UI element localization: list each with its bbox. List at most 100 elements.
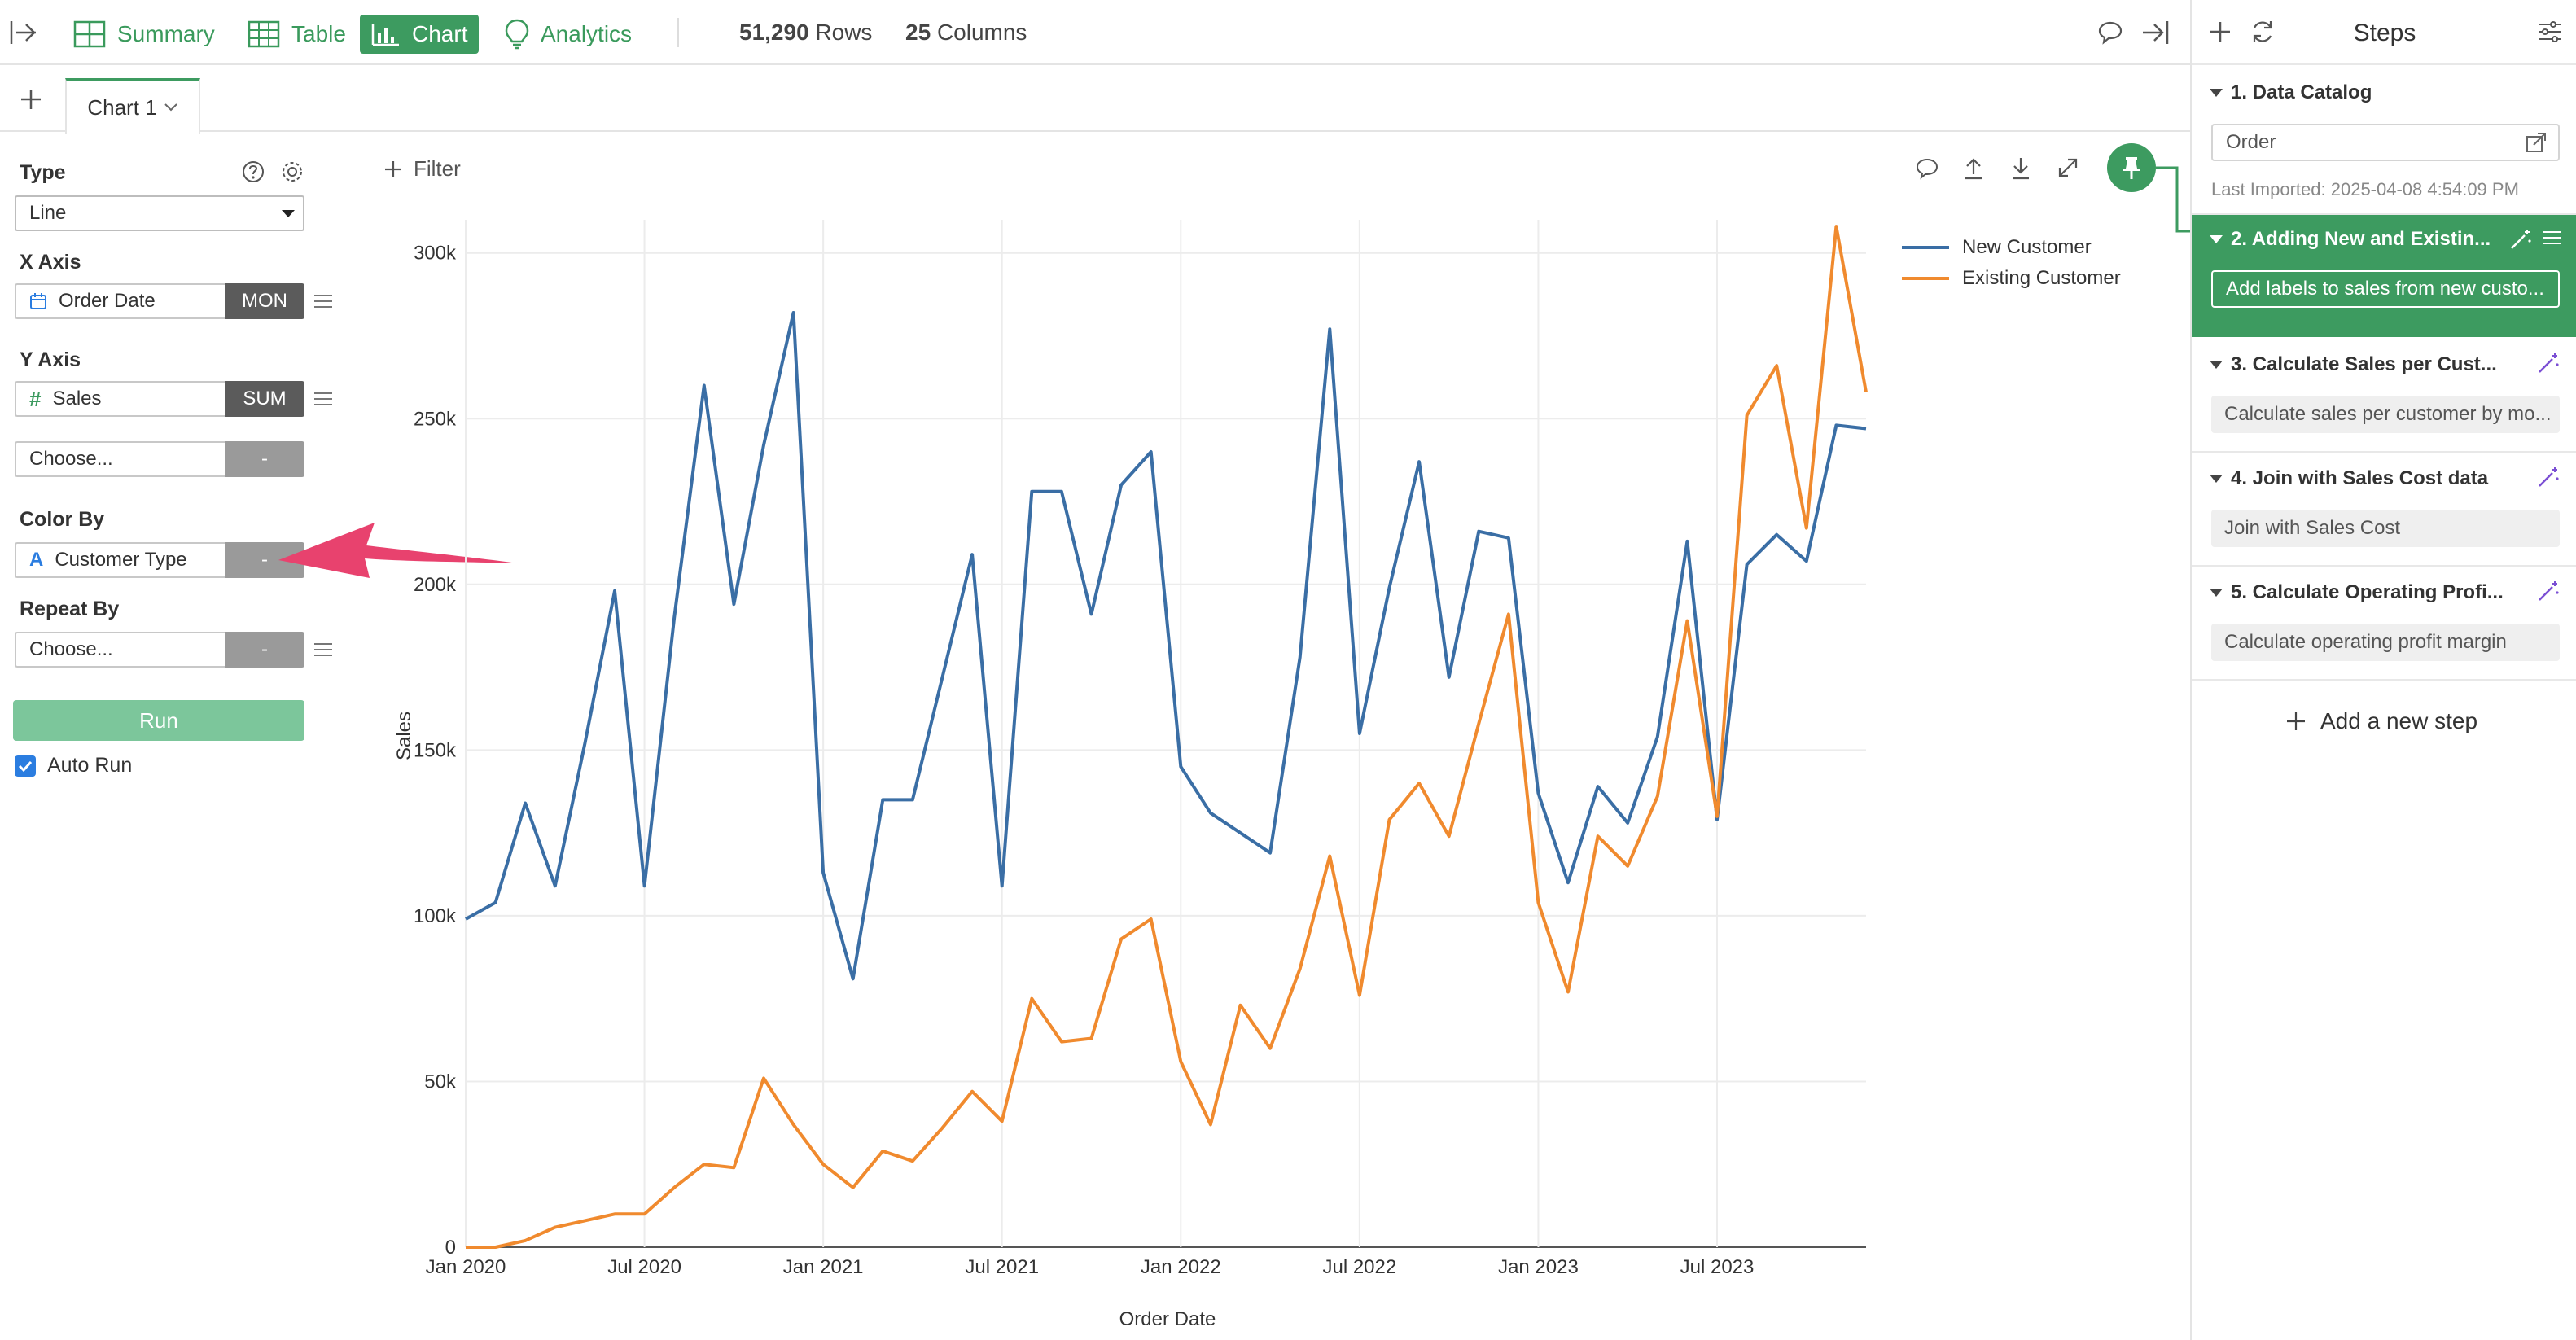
chart-grid	[465, 220, 1866, 1248]
collapse-steps-icon[interactable]	[2140, 18, 2171, 47]
step-title: 4. Join with Sales Cost data	[2231, 467, 2489, 489]
step-3-box[interactable]: Calculate sales per customer by mo...	[2211, 396, 2560, 433]
menu-icon[interactable]	[2543, 230, 2561, 246]
yaxis-menu-icon[interactable]	[314, 391, 332, 407]
chart-tab-1[interactable]: Chart 1	[65, 78, 200, 134]
repeatby-aggregation[interactable]: -	[225, 632, 304, 668]
legend-item-new-customer[interactable]: New Customer	[1902, 236, 2092, 259]
pin-button[interactable]	[2107, 143, 2156, 192]
gear-icon[interactable]	[280, 160, 304, 184]
yaxis-field-name: Sales	[52, 388, 102, 409]
x-tick-label: Jan 2022	[1141, 1256, 1221, 1278]
tab-table[interactable]: Table	[236, 15, 357, 54]
legend-swatch	[1902, 246, 1949, 249]
step-5-header[interactable]: 5. Calculate Operating Profi...	[2210, 581, 2504, 604]
colorby-aggregation[interactable]: -	[225, 542, 304, 578]
steps-title: Steps	[2353, 20, 2416, 46]
chart-comment-icon[interactable]	[1915, 156, 1939, 181]
step-title: 1. Data Catalog	[2231, 81, 2372, 103]
toolbar-divider	[677, 18, 679, 47]
xaxis-aggregation[interactable]: MON	[225, 283, 304, 319]
sliders-icon[interactable]	[2537, 20, 2563, 44]
tab-analytics-label: Analytics	[541, 21, 633, 46]
x-tick-label: Jan 2023	[1498, 1256, 1579, 1278]
summary-icon	[73, 20, 106, 48]
repeatby-menu-icon[interactable]	[314, 642, 332, 658]
autorun-checkbox[interactable]: Auto Run	[15, 754, 132, 777]
divider	[2192, 451, 2576, 453]
magic-wand-icon[interactable]	[2537, 466, 2560, 488]
caret-down-icon	[2210, 589, 2223, 597]
tab-chart[interactable]: Chart	[360, 15, 480, 54]
step-3-header[interactable]: 3. Calculate Sales per Cust...	[2210, 353, 2497, 376]
xaxis-field-name: Order Date	[59, 290, 156, 312]
text-type-icon: A	[29, 549, 44, 571]
pin-connector	[2156, 166, 2192, 233]
expand-panel-icon[interactable]	[8, 18, 39, 47]
step-4-box[interactable]: Join with Sales Cost	[2211, 510, 2560, 547]
add-chart-icon[interactable]	[20, 88, 42, 111]
yaxis2-field[interactable]: Choose...	[15, 441, 226, 477]
step-2-box[interactable]: Add labels to sales from new custo...	[2211, 270, 2560, 308]
run-button[interactable]: Run	[13, 700, 304, 741]
colorby-field[interactable]: A Customer Type	[15, 542, 226, 578]
chart-ticks: 0 50k 100k 150k 200k 250k 300k Jan 2020 Jul 2020…	[414, 243, 1754, 1278]
x-tick-label: Jul 2023	[1680, 1256, 1755, 1278]
yaxis2-aggregation[interactable]: -	[225, 441, 304, 477]
divider	[2192, 213, 2576, 215]
expand-icon[interactable]	[2057, 156, 2079, 179]
step-4-header[interactable]: 4. Join with Sales Cost data	[2210, 467, 2488, 490]
tab-analytics[interactable]: Analytics	[493, 15, 643, 54]
chart-series	[465, 225, 1868, 1249]
step-1-box[interactable]: Order	[2211, 124, 2560, 161]
step-2-card[interactable]: 2. Adding New and Existin... Add labels …	[2192, 215, 2576, 337]
calendar-icon	[29, 292, 47, 310]
comment-icon[interactable]	[2097, 20, 2123, 46]
tab-summary[interactable]: Summary	[62, 15, 226, 54]
type-label: Type	[20, 161, 66, 184]
add-step-icon[interactable]	[2208, 20, 2232, 44]
chevron-down-icon	[164, 103, 178, 112]
tab-summary-label: Summary	[117, 21, 215, 46]
x-tick-label: Jan 2021	[783, 1256, 864, 1278]
legend-item-existing-customer[interactable]: Existing Customer	[1902, 267, 2121, 290]
chart-type-select[interactable]: Line	[15, 195, 304, 231]
step-5-box[interactable]: Calculate operating profit margin	[2211, 624, 2560, 661]
step-1-header[interactable]: 1. Data Catalog	[2210, 81, 2372, 104]
refresh-icon[interactable]	[2249, 18, 2276, 46]
magic-wand-icon[interactable]	[2537, 352, 2560, 374]
line-chart: 0 50k 100k 150k 200k 250k 300k Jan 2020 Jul 2020…	[393, 220, 1868, 1330]
external-link-icon[interactable]	[2526, 132, 2547, 153]
upload-icon[interactable]	[1962, 156, 1985, 181]
series-line-existing-customer[interactable]	[466, 225, 1868, 1249]
xaxis-menu-icon[interactable]	[314, 293, 332, 309]
y-tick-label: 250k	[414, 408, 457, 430]
columns-count: 25 Columns	[905, 20, 1027, 45]
download-icon[interactable]	[2009, 156, 2032, 181]
magic-wand-icon[interactable]	[2509, 228, 2532, 251]
xaxis-field[interactable]: Order Date	[15, 283, 226, 319]
pin-icon	[2121, 155, 2142, 180]
yaxis-field[interactable]: # Sales	[15, 381, 226, 417]
help-icon[interactable]	[241, 160, 265, 184]
step-description: Order	[2226, 131, 2276, 153]
chart-type-value: Line	[29, 202, 67, 224]
filter-label: Filter	[414, 156, 461, 181]
chart-config-panel: Type	[0, 134, 358, 1340]
caret-down-icon	[2210, 475, 2223, 483]
step-description: Add labels to sales from new custo...	[2226, 278, 2544, 300]
magic-wand-icon[interactable]	[2537, 580, 2560, 602]
y-tick-label: 150k	[414, 739, 457, 761]
steps-panel: Steps 1. Data Catalog Order Last Importe…	[2190, 0, 2576, 1340]
x-axis-label: Order Date	[1119, 1308, 1216, 1330]
y-tick-label: 100k	[414, 905, 457, 927]
add-new-step-button[interactable]: Add a new step	[2286, 708, 2477, 734]
yaxis-aggregation[interactable]: SUM	[225, 381, 304, 417]
step-2-header[interactable]: 2. Adding New and Existin...	[2210, 228, 2491, 251]
y-tick-label: 0	[445, 1237, 456, 1259]
divider	[2192, 565, 2576, 567]
repeatby-placeholder: Choose...	[29, 638, 113, 660]
repeatby-field[interactable]: Choose...	[15, 632, 226, 668]
series-line-new-customer[interactable]	[465, 311, 1867, 981]
add-filter-button[interactable]: Filter	[384, 156, 461, 182]
